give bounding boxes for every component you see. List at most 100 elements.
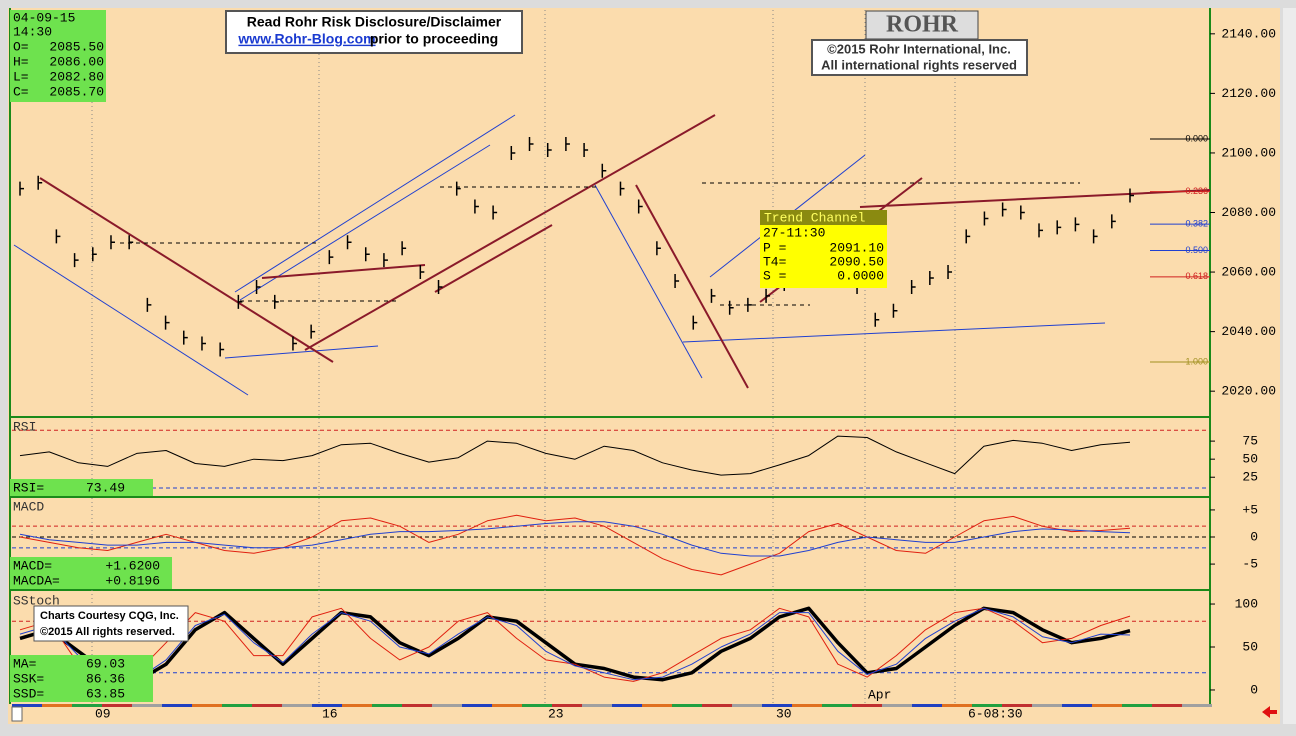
price-bar (1111, 214, 1116, 229)
ohlc-value: 2082.80 (49, 69, 104, 84)
price-bar (910, 279, 916, 294)
panel-frames (9, 8, 1211, 704)
fib-label: 0.236 (1185, 186, 1208, 196)
readout-label: SSD= (13, 686, 44, 701)
time-strip (492, 704, 522, 707)
time-strip (162, 704, 192, 707)
readout-box (10, 479, 153, 496)
disclaimer-link[interactable]: www.Rohr-Blog.com (237, 31, 375, 47)
price-bar (1056, 220, 1062, 235)
ohlc-value: 2085.50 (49, 39, 104, 54)
trend-label: P = (763, 240, 787, 255)
scroll-left[interactable] (11, 706, 23, 722)
readout-value: +1.6200 (105, 558, 160, 573)
price-bar (637, 199, 643, 214)
time-strip (522, 704, 552, 707)
trend-value: 2090.50 (829, 254, 884, 269)
price-bar (710, 288, 716, 303)
trend-title: Trend Channel (764, 210, 866, 225)
price-bar (183, 330, 188, 345)
time-strip (12, 704, 42, 707)
price-bar (1001, 202, 1007, 217)
readout-label: MA= (13, 656, 37, 671)
price-bar (1074, 217, 1080, 232)
price-bar (401, 241, 407, 256)
fib-label: 1.000 (1185, 356, 1208, 366)
trend-value: 2091.10 (829, 240, 884, 255)
price-bar (346, 235, 352, 250)
price-bar (92, 247, 97, 262)
price-bar (492, 205, 498, 220)
indicator-line (19, 521, 1131, 557)
time-strip (672, 704, 702, 707)
trendlines (13, 114, 1211, 396)
readout-box (10, 655, 153, 702)
price-bar (1092, 229, 1098, 244)
time-strip (612, 704, 642, 707)
info-time: 14:30 (13, 24, 52, 39)
readout-label: SSK= (13, 671, 44, 686)
y-tick-label: 75 (1242, 434, 1258, 449)
info-box (10, 10, 106, 102)
price-bar (619, 181, 625, 196)
price-bar (164, 315, 170, 330)
price-bar (765, 288, 771, 303)
readout-label: MACD= (13, 558, 52, 573)
price-bar (37, 175, 43, 190)
time-strip (462, 704, 492, 707)
price-bar (674, 273, 680, 288)
trend-label: T4= (763, 254, 787, 269)
price-bar (1020, 205, 1025, 220)
time-strip (822, 704, 852, 707)
indicator-line (19, 607, 1131, 681)
time-strip (1002, 704, 1032, 707)
fib-label: 0.618 (1185, 271, 1208, 281)
trend-time: 27-11:30 (763, 225, 825, 240)
copyright: ©2015 Rohr International, Inc. (827, 41, 1011, 56)
price-bar (510, 145, 516, 160)
fib-label: 0.500 (1185, 245, 1208, 255)
y-tick-label: 2080.00 (1221, 205, 1276, 220)
chart-background (8, 8, 1280, 724)
ohlc-value: 2086.00 (49, 54, 104, 69)
price-bar (437, 279, 443, 294)
y-tick-label: 2060.00 (1221, 264, 1276, 279)
price-bar (19, 181, 24, 196)
time-label: 6-08:30 (968, 706, 1023, 721)
time-strip (702, 704, 732, 707)
trend-label: S = (763, 268, 787, 283)
time-strip (1062, 704, 1092, 707)
time-strip (282, 704, 312, 707)
ohlc-label: C= (13, 84, 29, 99)
time-strip (732, 704, 762, 707)
price-bar (419, 265, 425, 280)
price-bar (237, 294, 243, 309)
price-bar (546, 142, 552, 157)
price-bar (528, 137, 534, 152)
price-bar (892, 303, 898, 318)
price-bar (201, 336, 206, 351)
scroll-arrow[interactable] (1262, 706, 1277, 718)
time-strip (372, 704, 402, 707)
readout-value: 69.03 (86, 656, 125, 671)
time-label: 16 (322, 706, 338, 721)
panel-title: MACD (13, 499, 44, 514)
readout-value: 73.49 (86, 480, 125, 495)
price-bar (219, 342, 225, 357)
time-strip (252, 704, 282, 707)
time-strip (42, 704, 72, 707)
readout-value: 86.36 (86, 671, 125, 686)
price-bar (565, 137, 570, 152)
price-bar (929, 271, 934, 286)
price-bar (146, 297, 152, 312)
y-tick-label: 2100.00 (1221, 145, 1276, 160)
time-label: 23 (548, 706, 564, 721)
time-strip (1032, 704, 1062, 707)
readout-value: 63.85 (86, 686, 125, 701)
trend-header (760, 210, 887, 225)
price-bar (601, 163, 607, 178)
time-strip (972, 704, 1002, 707)
scrollbar[interactable] (1283, 8, 1296, 724)
price-bar (692, 315, 698, 330)
price-bar (255, 279, 261, 294)
